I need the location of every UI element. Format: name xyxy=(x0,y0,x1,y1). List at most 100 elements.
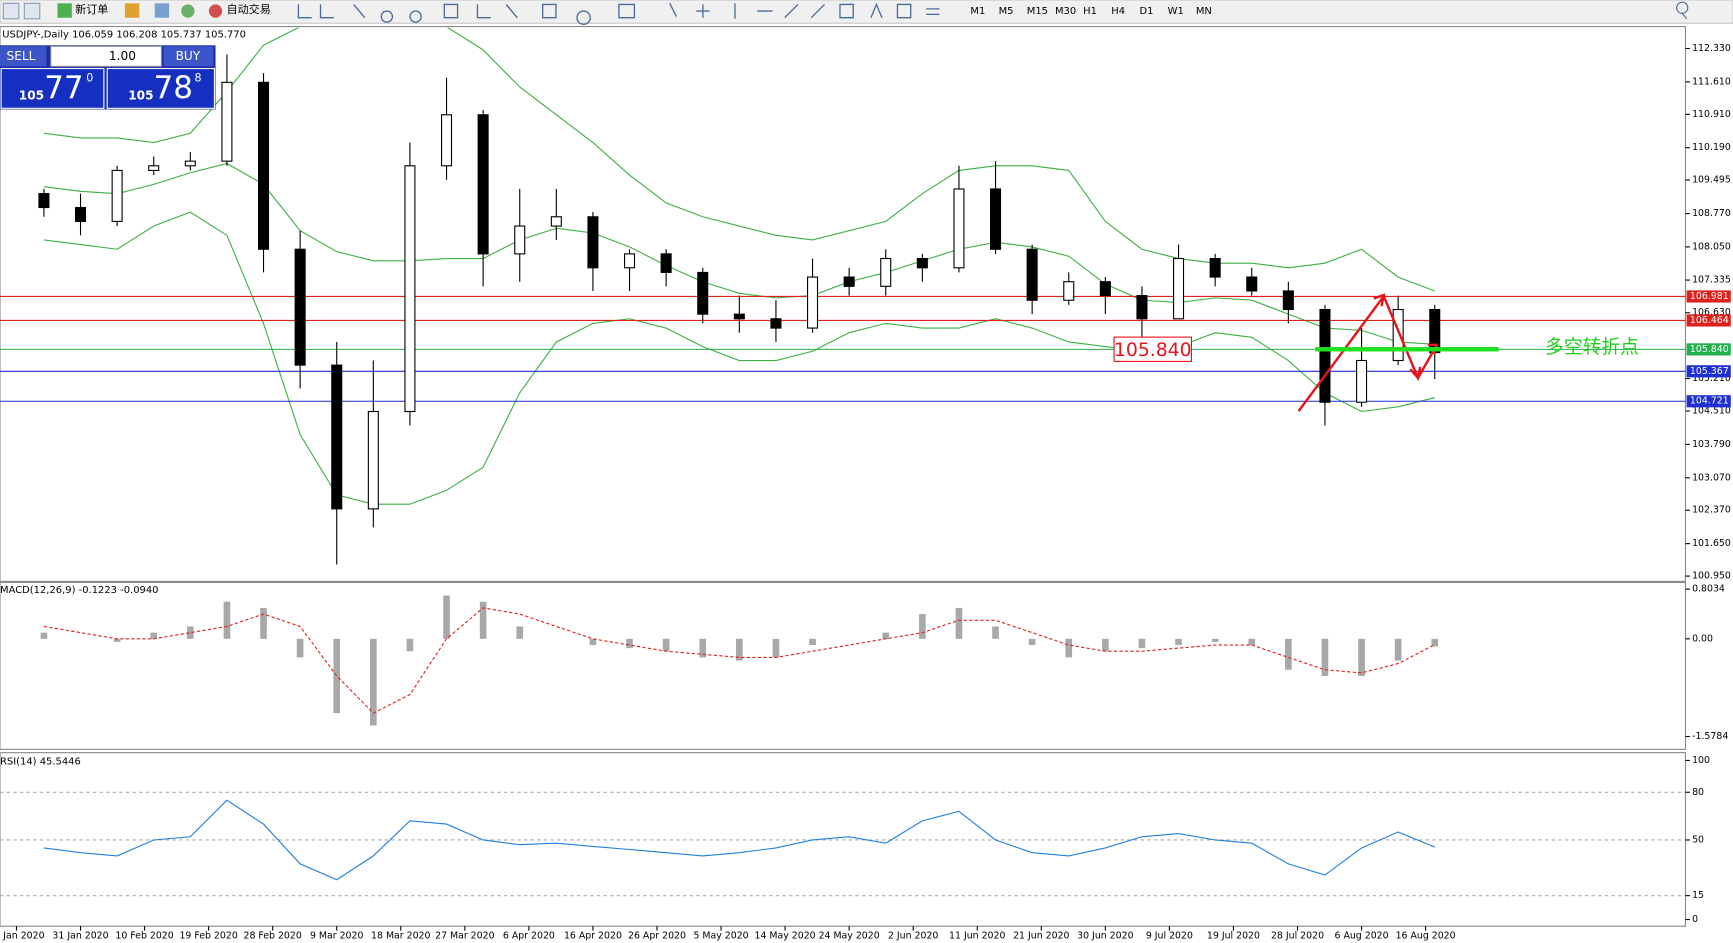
tool-icon[interactable] xyxy=(23,2,41,20)
macd-bar xyxy=(150,632,158,639)
tool-icon[interactable] xyxy=(124,3,140,18)
x-tick-label: 24 May 2020 xyxy=(819,931,880,942)
sell-label[interactable]: SELL xyxy=(7,49,36,63)
price-tag xyxy=(1686,290,1731,303)
macd-bar xyxy=(589,638,597,646)
x-tick-label: 18 Mar 2020 xyxy=(371,931,430,942)
x-tick-label: 9 Jul 2020 xyxy=(1146,931,1193,942)
sell-button[interactable] xyxy=(0,46,47,67)
buy-price-box[interactable] xyxy=(106,67,215,109)
price-tag xyxy=(1686,314,1731,327)
x-tick-label: 30 Jun 2020 xyxy=(1077,931,1133,942)
lot-input[interactable] xyxy=(50,45,162,67)
auto-trade-icon[interactable] xyxy=(208,4,223,18)
new-order-button[interactable]: 新订单 xyxy=(75,2,108,16)
candle-body xyxy=(294,248,306,366)
buy-price-big[interactable]: 105 xyxy=(128,89,153,103)
buy-price-point[interactable]: 8 xyxy=(195,71,202,84)
y-tick-label: 50 xyxy=(1692,834,1704,845)
macd-bar xyxy=(187,626,194,639)
price-tag-label: 106.981 xyxy=(1690,291,1729,302)
y-tick-label: 0.00 xyxy=(1692,633,1713,644)
y-tick-label: 103.790 xyxy=(1692,439,1731,450)
x-tick-label: 16 Aug 2020 xyxy=(1396,931,1456,942)
macd-bar xyxy=(1102,638,1109,652)
y-tick-label: -1.5784 xyxy=(1692,731,1728,742)
annotation-text: 多空转折点 xyxy=(1545,336,1639,358)
timeframe-button[interactable]: H1 xyxy=(1083,6,1097,17)
price-plot xyxy=(0,27,1686,565)
macd-bar xyxy=(882,632,890,639)
candle-body xyxy=(514,225,526,255)
candle-body xyxy=(111,169,123,222)
macd-bar xyxy=(1285,638,1292,670)
timeframe-button[interactable]: D1 xyxy=(1139,6,1153,17)
candle-body xyxy=(807,276,819,329)
price-axis: 112.330 111.610 110.910 110.190 109.495 108.7… xyxy=(1685,43,1731,925)
tool-icons[interactable] xyxy=(297,2,940,25)
candle-body xyxy=(660,253,672,273)
candle-body xyxy=(1173,257,1185,320)
annotation-box xyxy=(1113,336,1192,362)
y-tick-label: 80 xyxy=(1692,787,1704,798)
rsi-title: RSI(14) 45.5446 xyxy=(0,757,81,768)
macd-bar xyxy=(260,607,267,639)
macd-bar xyxy=(955,607,963,639)
search-icon[interactable] xyxy=(1676,1,1689,20)
pivot-marker xyxy=(1315,347,1499,352)
timeframe-button[interactable]: M15 xyxy=(1027,6,1048,17)
timeframe-button[interactable]: H4 xyxy=(1111,6,1125,17)
tool-icon[interactable] xyxy=(181,4,195,18)
buy-price-pips[interactable]: 78 xyxy=(154,70,193,106)
sell-price-point[interactable]: 0 xyxy=(86,71,93,84)
lot-value[interactable]: 1.00 xyxy=(109,49,136,63)
candle-body xyxy=(74,206,87,222)
toolbar-bg xyxy=(0,0,1733,24)
candle-body xyxy=(184,160,196,167)
price-tag-label: 105.840 xyxy=(1690,344,1729,355)
timeframe-button[interactable]: M30 xyxy=(1055,6,1076,17)
auto-trade-button[interactable]: 自动交易 xyxy=(227,2,271,16)
y-tick-label: 101.650 xyxy=(1692,538,1731,549)
x-tick-label: 28 Jul 2020 xyxy=(1271,931,1324,942)
macd-bar xyxy=(113,638,121,642)
macd-title: MACD(12,26,9) -0.1223 -0.0940 xyxy=(0,585,159,596)
sell-price-box[interactable] xyxy=(0,67,105,109)
rsi-line xyxy=(43,799,1436,881)
macd-bar xyxy=(1431,638,1439,647)
x-tick-label: 6 Apr 2020 xyxy=(503,931,555,942)
macd-bar xyxy=(1138,638,1146,649)
x-tick-label: 19 Feb 2020 xyxy=(179,931,237,942)
candle-body xyxy=(221,81,233,162)
x-tick-label: 9 Mar 2020 xyxy=(310,931,364,942)
y-tick-label: 15 xyxy=(1692,890,1704,901)
candle-body xyxy=(587,216,599,269)
new-order-icon[interactable] xyxy=(57,3,72,18)
tool-icon[interactable] xyxy=(2,2,20,20)
buy-label[interactable]: BUY xyxy=(176,49,201,63)
macd-bar xyxy=(443,595,450,639)
x-tick-label: 5 May 2020 xyxy=(693,931,748,942)
candle-body xyxy=(733,313,745,320)
y-tick-label: 105.210 xyxy=(1692,373,1731,384)
timeframe-button[interactable]: MN xyxy=(1196,6,1212,17)
macd-pane xyxy=(0,581,1687,750)
bollinger-band xyxy=(43,27,1436,292)
price-tag-label: 106.464 xyxy=(1690,315,1729,326)
sell-price-pips[interactable]: 77 xyxy=(44,70,83,106)
macd-bar xyxy=(809,638,816,646)
macd-bar xyxy=(1065,638,1073,658)
timeframe-button[interactable]: M1 xyxy=(970,6,985,17)
price-tag xyxy=(1686,395,1731,408)
tool-icon[interactable] xyxy=(154,3,170,18)
candle-body xyxy=(331,364,343,510)
sell-price-big[interactable]: 105 xyxy=(19,89,44,103)
x-tick-label: 19 Jul 2020 xyxy=(1207,931,1260,942)
x-tick-label: 28 Feb 2020 xyxy=(243,931,301,942)
timeframe-button[interactable]: W1 xyxy=(1168,6,1184,17)
timeframe-button[interactable]: M5 xyxy=(999,6,1014,17)
x-tick-label: 14 May 2020 xyxy=(755,931,816,942)
candle-body xyxy=(258,81,270,250)
buy-button[interactable] xyxy=(163,46,214,67)
x-tick-label: 21 Jun 2020 xyxy=(1013,931,1069,942)
